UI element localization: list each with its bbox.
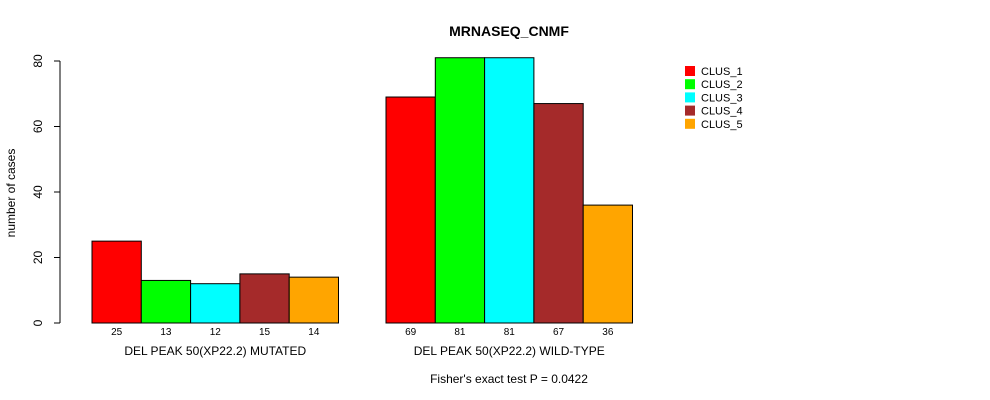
bar-count-label: 36 [602, 327, 614, 338]
y-tick-label: 20 [31, 251, 45, 265]
legend-swatch [685, 105, 695, 116]
bar-count-label: 69 [405, 327, 417, 338]
legend-swatch [685, 66, 695, 76]
y-axis: 0 20 40 60 80 [31, 54, 61, 326]
legend-label: CLUS_4 [701, 106, 743, 118]
y-axis-label: number of cases [4, 149, 18, 238]
group-label: DEL PEAK 50(XP22.2) MUTATED [124, 344, 306, 358]
bar-count-label: 81 [454, 327, 466, 338]
bar-clus-3-group-1 [190, 283, 241, 324]
footnote: Fisher's exact test P = 0.0422 [430, 372, 588, 386]
bar-clus-1-group-2 [385, 96, 436, 324]
bars [91, 57, 634, 324]
legend-label: CLUS_3 [701, 92, 743, 104]
group-label: DEL PEAK 50(XP22.2) WILD-TYPE [414, 344, 605, 358]
legend-label: CLUS_1 [701, 66, 743, 78]
legend-swatch [685, 92, 695, 103]
legend-swatch [685, 79, 695, 90]
bar-clus-1-group-1 [91, 240, 142, 324]
bar-count-label: 13 [160, 327, 172, 338]
y-tick-label: 60 [31, 120, 45, 134]
legend-label: CLUS_2 [701, 79, 743, 91]
bar-count-label: 81 [504, 327, 516, 338]
bar-count-label: 14 [308, 327, 320, 338]
bar-clus-4-group-2 [533, 103, 584, 324]
bar-clus-3-group-2 [484, 57, 535, 324]
bar-count-label: 15 [259, 327, 271, 338]
bar-clus-5-group-1 [288, 276, 340, 324]
bar-labels: 25 13 12 15 14 69 81 81 67 36 [111, 327, 614, 338]
bar-clus-5-group-2 [582, 204, 634, 324]
bar-clus-2-group-1 [140, 279, 192, 324]
bar-count-label: 67 [553, 327, 565, 338]
bar-count-label: 25 [111, 327, 123, 338]
legend-label: CLUS_5 [701, 119, 743, 131]
bar-clus-4-group-1 [239, 273, 290, 324]
y-tick-label: 0 [31, 319, 45, 326]
group-labels: DEL PEAK 50(XP22.2) MUTATED DEL PEAK 50(X… [124, 344, 604, 358]
y-tick-label: 80 [31, 54, 45, 68]
legend-swatch [685, 118, 695, 129]
bar-count-label: 12 [210, 327, 222, 338]
bar-clus-2-group-2 [434, 57, 486, 324]
chart-title: MRNASEQ_CNMF [449, 23, 569, 39]
y-tick-label: 40 [31, 185, 45, 199]
